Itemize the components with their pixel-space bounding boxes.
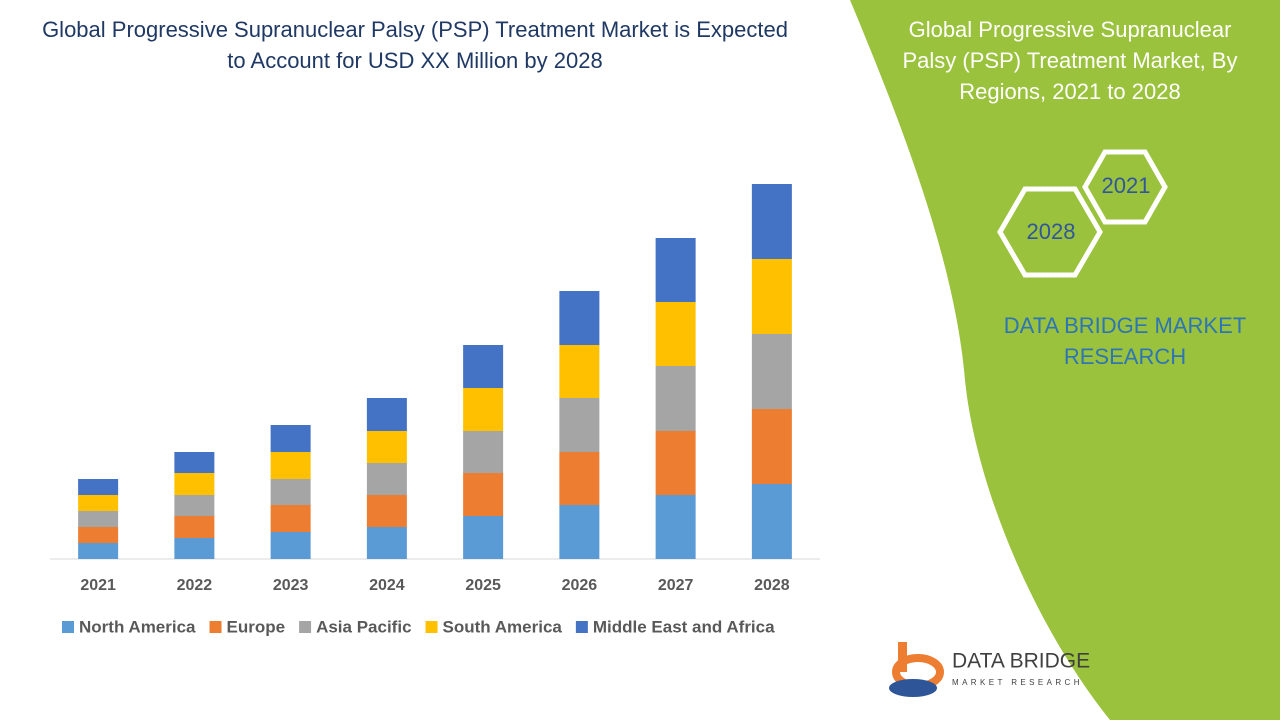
- logo-tagline: MARKET RESEARCH: [952, 678, 1083, 687]
- hexagon: [997, 186, 1103, 278]
- bar-segment: [174, 452, 215, 473]
- legend-swatch: [425, 621, 438, 633]
- bar-segment: [463, 345, 504, 388]
- bar-segment: [174, 516, 215, 538]
- green-panel: [850, 0, 1280, 720]
- bar-segment: [366, 463, 407, 495]
- bar-segment: [463, 473, 504, 516]
- legend-swatch: [575, 621, 588, 633]
- legend-swatch: [209, 621, 222, 633]
- bar-segment: [655, 366, 696, 431]
- bar-segment: [463, 516, 504, 559]
- bar-segment: [655, 238, 696, 302]
- bar-segment: [463, 388, 504, 431]
- bar-segment: [559, 398, 600, 452]
- x-tick-label: 2021: [80, 577, 116, 594]
- bar-segment: [174, 473, 215, 495]
- hex-label: 2021: [1102, 173, 1151, 198]
- bar-segment: [655, 431, 696, 495]
- bar-segment: [78, 495, 119, 511]
- bar-segment: [655, 302, 696, 366]
- bar-segment: [751, 484, 792, 559]
- bar-segment: [270, 425, 311, 452]
- bar-segment: [559, 452, 600, 505]
- logo-name: DATA BRIDGE: [952, 650, 1090, 673]
- legend-label: Middle East and Africa: [593, 617, 775, 636]
- x-tick-label: 2028: [754, 577, 790, 594]
- legend-label: Europe: [227, 617, 286, 636]
- x-tick-label: 2027: [658, 577, 694, 594]
- x-tick-label: 2025: [465, 577, 501, 594]
- logo: DATA BRIDGE MARKET RESEARCH: [889, 642, 1090, 697]
- x-tick-label: 2022: [177, 577, 213, 594]
- bar-segment: [366, 495, 407, 527]
- bar-segment: [78, 543, 119, 559]
- bar-segment: [366, 431, 407, 463]
- x-tick-label: 2024: [369, 577, 405, 594]
- bar-segment: [463, 431, 504, 473]
- x-tick-label: 2026: [562, 577, 598, 594]
- logo-stem: [898, 642, 907, 672]
- logo-base: [889, 679, 937, 697]
- x-tick-label: 2023: [273, 577, 309, 594]
- panel-title: Global Progressive Supranuclear Palsy (P…: [902, 17, 1238, 104]
- legend-swatch: [62, 621, 74, 633]
- bar-segment: [270, 532, 311, 559]
- brand: DATA BRIDGE MARKET RESEARCH: [1003, 313, 1247, 369]
- bar-segment: [270, 452, 311, 479]
- chart-title: Global Progressive Supranuclear Palsy (P…: [42, 17, 788, 73]
- bar-segment: [559, 345, 600, 398]
- legend-label: South America: [443, 617, 563, 636]
- bar-segment: [655, 495, 696, 559]
- bar-segment: [174, 495, 215, 516]
- bar-segment: [366, 527, 407, 559]
- hex-label: 2028: [1027, 219, 1076, 244]
- bar-segment: [366, 398, 407, 431]
- bar-segment: [751, 184, 792, 259]
- bar-segment: [270, 505, 311, 532]
- bar-segment: [751, 409, 792, 484]
- bar-segment: [559, 505, 600, 559]
- bar-segment: [559, 291, 600, 345]
- legend-label: Asia Pacific: [316, 617, 411, 636]
- legend-label: North America: [79, 617, 196, 636]
- bar-segment: [78, 527, 119, 543]
- bar-segment: [751, 259, 792, 334]
- bar-segment: [270, 479, 311, 505]
- hexagon: [1082, 149, 1168, 225]
- bar-segment: [751, 334, 792, 409]
- bar-segment: [174, 538, 215, 559]
- legend-swatch: [299, 621, 312, 633]
- bar-segment: [78, 511, 119, 527]
- bar-segment: [78, 479, 119, 495]
